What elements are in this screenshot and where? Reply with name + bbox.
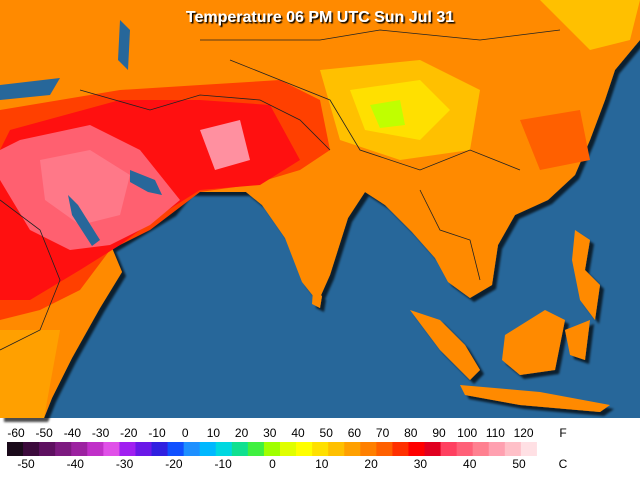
color-swatch <box>280 442 297 456</box>
color-swatch <box>440 442 458 456</box>
celsius-label: -40 <box>67 457 85 471</box>
color-swatch <box>215 442 233 456</box>
celsius-label: -10 <box>215 457 233 471</box>
color-swatch <box>135 442 153 456</box>
celsius-label: -20 <box>165 457 183 471</box>
africa-south <box>0 330 60 418</box>
persian-gulf <box>130 170 162 195</box>
red-sea <box>68 195 100 246</box>
color-swatch <box>7 442 24 456</box>
extreme-core <box>40 150 130 225</box>
color-swatch <box>408 442 426 456</box>
sri-lanka <box>312 290 322 308</box>
color-swatch <box>167 442 185 456</box>
fahrenheit-label: -40 <box>64 426 82 440</box>
fahrenheit-label: 20 <box>235 426 249 440</box>
color-swatch <box>360 442 377 456</box>
color-swatch <box>183 442 201 456</box>
color-swatch <box>55 442 72 456</box>
color-swatch <box>231 442 249 456</box>
fahrenheit-label: 100 <box>457 426 477 440</box>
color-swatch <box>103 442 120 456</box>
color-swatch <box>472 442 490 456</box>
fahrenheit-label: 30 <box>263 426 277 440</box>
celsius-label: 20 <box>364 457 378 471</box>
color-swatch <box>504 442 522 456</box>
color-swatch <box>328 442 345 456</box>
color-swatch <box>344 442 361 456</box>
celsius-label: 50 <box>512 457 526 471</box>
china-warm <box>520 110 590 170</box>
color-swatch <box>39 442 56 456</box>
fahrenheit-label: 80 <box>404 426 418 440</box>
fahrenheit-unit: F <box>559 426 566 440</box>
color-swatch <box>520 442 538 456</box>
color-swatch <box>119 442 136 456</box>
fahrenheit-label: 90 <box>432 426 446 440</box>
fahrenheit-label: 120 <box>514 426 534 440</box>
color-swatch <box>312 442 329 456</box>
fahrenheit-label: -60 <box>7 426 25 440</box>
coolest-zone <box>370 100 405 128</box>
borneo <box>502 310 565 375</box>
fahrenheit-label: 110 <box>486 426 505 440</box>
border-line <box>0 199 61 351</box>
border-line <box>419 189 481 281</box>
color-swatch <box>247 442 265 456</box>
sumatra <box>410 310 480 380</box>
caspian-sea <box>118 20 130 70</box>
color-swatch <box>151 442 169 456</box>
borders <box>0 29 561 351</box>
fahrenheit-label: -30 <box>92 426 110 440</box>
philippines <box>572 230 600 320</box>
celsius-unit: C <box>559 457 568 471</box>
fahrenheit-label: 40 <box>291 426 305 440</box>
color-swatch <box>424 442 442 456</box>
north-cool <box>540 0 640 50</box>
border-line <box>229 59 521 171</box>
fahrenheit-label: 10 <box>207 426 221 440</box>
color-swatch <box>23 442 40 456</box>
mediterranean <box>0 78 60 100</box>
celsius-label: -30 <box>116 457 134 471</box>
color-swatch <box>87 442 104 456</box>
color-swatch <box>456 442 474 456</box>
extreme-zone-2 <box>200 120 250 170</box>
celsius-label: 30 <box>414 457 428 471</box>
border-line <box>79 89 331 151</box>
celsius-label: 0 <box>269 457 276 471</box>
fahrenheit-label: -10 <box>148 426 166 440</box>
fahrenheit-label: -20 <box>120 426 138 440</box>
celsius-label: 10 <box>315 457 329 471</box>
color-swatch <box>536 442 554 456</box>
sulawesi <box>565 320 590 360</box>
java <box>460 385 610 412</box>
celsius-label: 40 <box>463 457 477 471</box>
temperature-zones <box>0 0 640 418</box>
color-swatch <box>488 442 506 456</box>
celsius-label: -50 <box>17 457 35 471</box>
color-swatch <box>376 442 393 456</box>
color-swatch <box>263 442 281 456</box>
color-swatch <box>296 442 313 456</box>
fahrenheit-label: -50 <box>36 426 54 440</box>
fahrenheit-label: 50 <box>320 426 334 440</box>
legend: -60 -50 -40 -30 -20 -10 0 10 20 30 40 50 60 70 80 90 100… <box>7 426 568 471</box>
border-line <box>200 29 561 41</box>
fahrenheit-label: 60 <box>348 426 362 440</box>
fahrenheit-label: 70 <box>376 426 390 440</box>
color-swatch <box>71 442 88 456</box>
map-title: Temperature 06 PM UTC Sun Jul 31 <box>186 9 454 26</box>
color-swatch <box>392 442 409 456</box>
color-swatch <box>199 442 217 456</box>
fahrenheit-label: 0 <box>182 426 189 440</box>
